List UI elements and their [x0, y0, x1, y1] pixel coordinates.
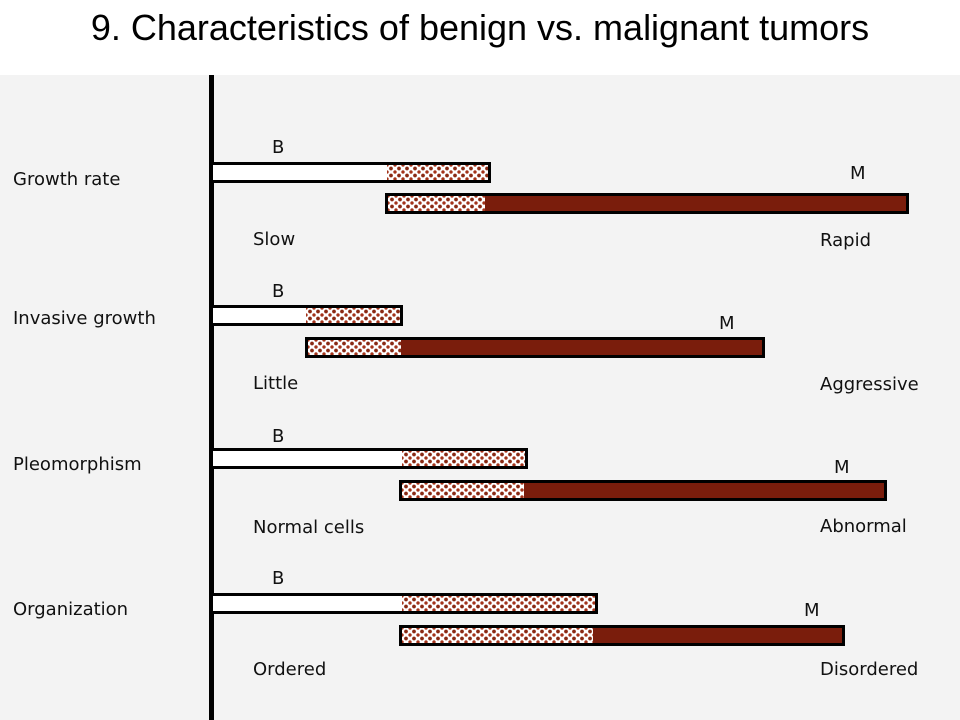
- malignant-bar-solid-segment: [593, 628, 842, 643]
- malignant-bar-dotted-segment: [402, 483, 524, 498]
- scale-high-label: Rapid: [820, 230, 871, 251]
- benign-bar-clear-segment: [213, 596, 402, 611]
- benign-tag: B: [272, 426, 285, 447]
- malignant-bar: [305, 337, 765, 358]
- scale-low-label: Normal cells: [253, 517, 365, 538]
- benign-bar-dotted-segment: [402, 451, 525, 466]
- slide-title: 9. Characteristics of benign vs. maligna…: [90, 7, 870, 48]
- malignant-tag: M: [834, 457, 850, 478]
- scale-low-label: Slow: [253, 229, 296, 250]
- row-label-growth-rate: Growth rate: [13, 169, 121, 190]
- scale-low-label: Ordered: [253, 659, 327, 680]
- malignant-tag: M: [850, 163, 866, 184]
- malignant-bar-solid-segment: [524, 483, 884, 498]
- benign-bar: [210, 593, 598, 614]
- benign-bar-dotted-segment: [387, 165, 488, 180]
- scale-high-label: Abnormal: [820, 516, 907, 537]
- scale-high-label: Aggressive: [820, 374, 919, 395]
- row-label-organization: Organization: [13, 599, 129, 620]
- malignant-bar-dotted-segment: [402, 628, 593, 643]
- malignant-bar: [385, 193, 909, 214]
- malignant-bar: [399, 625, 845, 646]
- benign-bar-clear-segment: [213, 165, 387, 180]
- malignant-bar-dotted-segment: [388, 196, 485, 211]
- malignant-bar: [399, 480, 887, 501]
- scale-high-label: Disordered: [820, 659, 919, 680]
- row-label-pleomorphism: Pleomorphism: [13, 454, 142, 475]
- benign-bar-clear-segment: [213, 451, 402, 466]
- malignant-bar-solid-segment: [485, 196, 906, 211]
- benign-bar: [210, 448, 528, 469]
- benign-bar-dotted-segment: [402, 596, 595, 611]
- malignant-tag: M: [804, 600, 820, 621]
- malignant-bar-dotted-segment: [308, 340, 401, 355]
- malignant-bar-solid-segment: [401, 340, 762, 355]
- benign-bar-dotted-segment: [306, 308, 400, 323]
- benign-tag: B: [272, 281, 285, 302]
- benign-bar-clear-segment: [213, 308, 306, 323]
- benign-bar: [210, 162, 491, 183]
- benign-tag: B: [272, 137, 285, 158]
- vertical-axis-line: [209, 75, 214, 720]
- malignant-tag: M: [719, 313, 735, 334]
- benign-bar: [210, 305, 403, 326]
- scale-low-label: Little: [253, 373, 299, 394]
- benign-tag: B: [272, 568, 285, 589]
- row-label-invasive-growth: Invasive growth: [13, 308, 156, 329]
